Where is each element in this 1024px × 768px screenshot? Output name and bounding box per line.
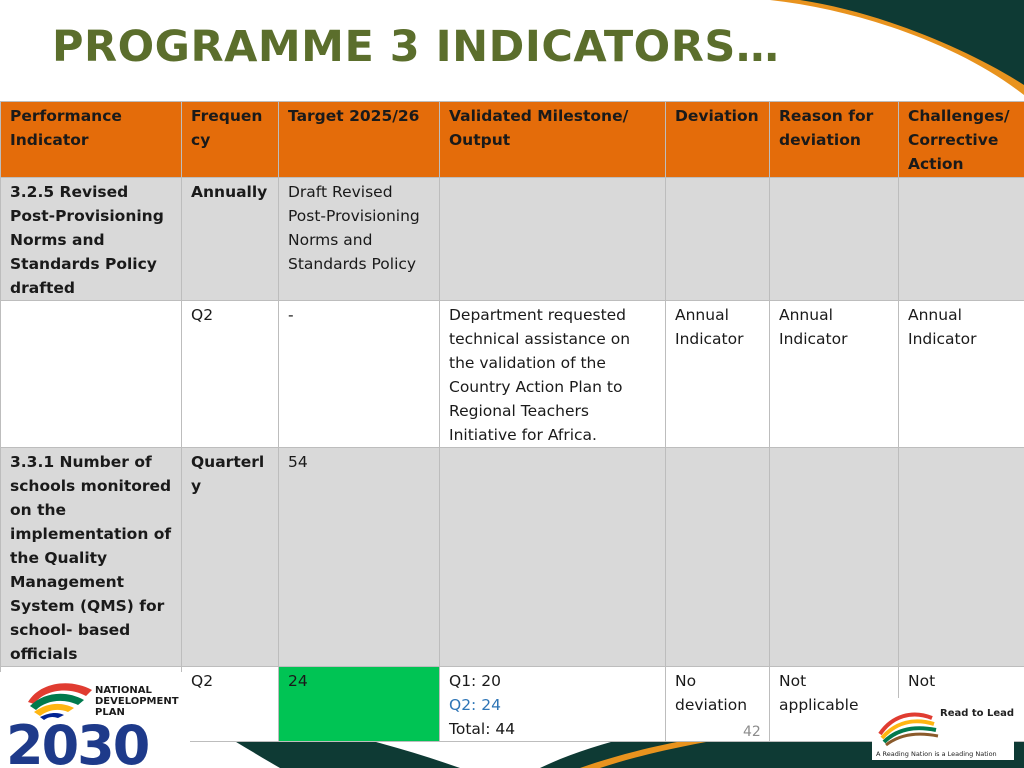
cell-deviation [665, 177, 770, 301]
cell-challenges: Annual Indicator [898, 300, 1024, 448]
logo-text-national: NATIONAL [95, 685, 152, 696]
logo-tagline: A Reading Nation is a Leading Nation [876, 750, 997, 758]
cell-frequency: Q2 [181, 300, 279, 448]
col-header-performance-indicator: Performance Indicator [0, 101, 182, 178]
cell-target: - [278, 300, 440, 448]
cell-deviation [665, 447, 770, 667]
cell-target: 54 [278, 447, 440, 667]
cell-frequency: Quarterly [181, 447, 279, 667]
indicators-table: Performance Indicator Frequency Target 2… [0, 101, 1024, 742]
cell-challenges [898, 447, 1024, 667]
cell-indicator [0, 300, 182, 448]
logo-text-development: DEVELOPMENT [95, 696, 179, 707]
col-header-reason: Reason for deviation [769, 101, 899, 178]
cell-milestone [439, 177, 666, 301]
cell-deviation: Annual Indicator [665, 300, 770, 448]
logo-year: 2030 [6, 714, 148, 768]
milestone-total: Total: 44 [449, 720, 516, 738]
flag-swoosh-icon [28, 683, 92, 720]
logo-text-plan: PLAN [95, 707, 125, 718]
cell-reason: Annual Indicator [769, 300, 899, 448]
cell-indicator: 3.2.5 Revised Post-Provisioning Norms an… [0, 177, 182, 301]
cell-milestone: Department requested technical assistanc… [439, 300, 666, 448]
col-header-frequency: Frequency [181, 101, 279, 178]
logo-heading: Read to Lead [940, 708, 1014, 719]
milestone-q2: Q2: 24 [449, 696, 501, 714]
page-title: PROGRAMME 3 INDICATORS… [52, 22, 780, 72]
cell-frequency: Annually [181, 177, 279, 301]
cell-challenges [898, 177, 1024, 301]
cell-milestone [439, 447, 666, 667]
milestone-q1: Q1: 20 [449, 672, 501, 690]
col-header-validated-milestone: Validated Milestone/ Output [439, 101, 666, 178]
col-header-target: Target 2025/26 [278, 101, 440, 178]
col-header-challenges: Challenges/ Corrective Action [898, 101, 1024, 178]
cell-milestone: Q1: 20 Q2: 24 Total: 44 [439, 666, 666, 742]
page-number: 42 [743, 724, 761, 740]
cell-frequency: Q2 [181, 666, 279, 742]
cell-target: Draft Revised Post-Provisioning Norms an… [278, 177, 440, 301]
cell-deviation: No deviation [665, 666, 770, 742]
table-row: 3.2.5 Revised Post-Provisioning Norms an… [0, 177, 1024, 301]
table-header-row: Performance Indicator Frequency Target 2… [0, 101, 1024, 178]
table-row: 3.3.1 Number of schools monitored on the… [0, 447, 1024, 667]
cell-target-met: 24 [278, 666, 440, 742]
table-row: Q2 - Department requested technical assi… [0, 300, 1024, 448]
read-to-lead-logo: Read to Lead A Reading Nation is a Leadi… [872, 698, 1014, 760]
book-icon [878, 712, 939, 747]
col-header-deviation: Deviation [665, 101, 770, 178]
cell-indicator: 3.3.1 Number of schools monitored on the… [0, 447, 182, 667]
ndp-2030-logo: NATIONAL DEVELOPMENT PLAN 2030 [0, 672, 190, 768]
cell-reason [769, 447, 899, 667]
cell-reason [769, 177, 899, 301]
